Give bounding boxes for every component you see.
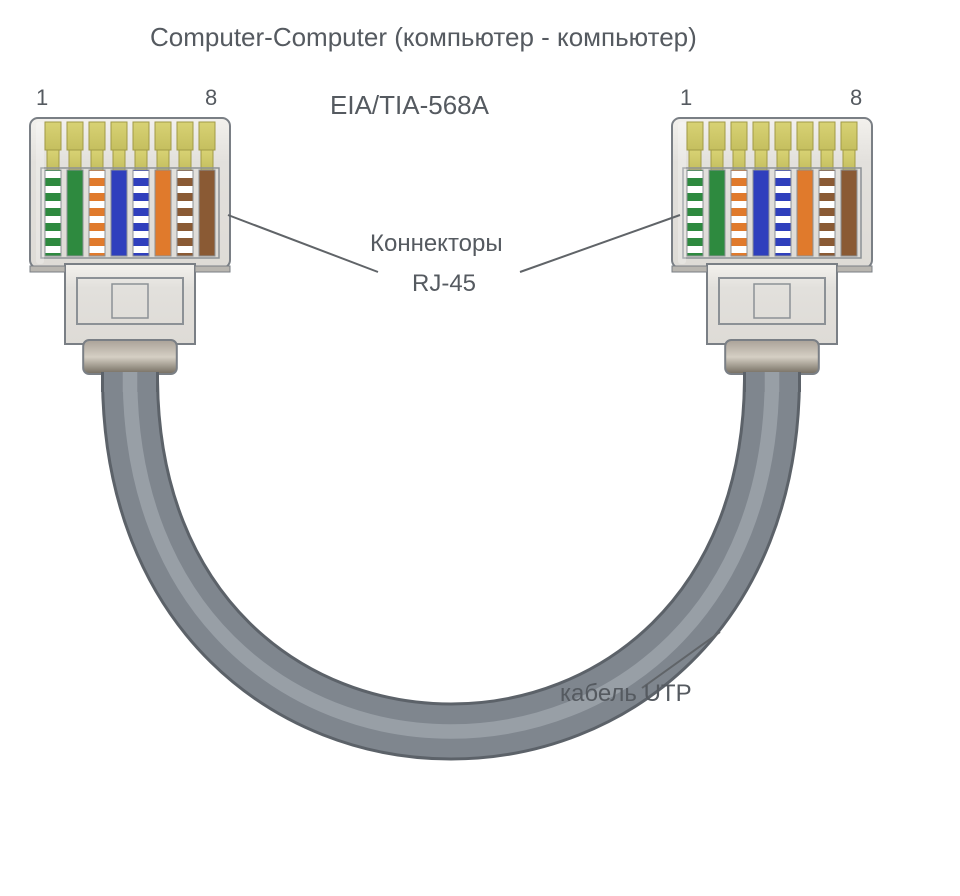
connectors-label-top: Коннекторы xyxy=(370,230,503,258)
rj45-connector-right xyxy=(672,118,872,392)
pin-label-left-1: 1 xyxy=(36,85,48,111)
rj45-connector-left xyxy=(30,118,230,392)
diagram-title: Computer-Computer (компьютер - компьютер… xyxy=(150,22,697,53)
pin-label-left-8: 8 xyxy=(205,85,217,111)
utp-cable xyxy=(130,376,772,732)
pin-label-right-1: 1 xyxy=(680,85,692,111)
connectors-label-bottom: RJ-45 xyxy=(412,270,476,298)
cable-label: кабель UTP xyxy=(560,680,692,708)
pin-label-right-8: 8 xyxy=(850,85,862,111)
diagram-subtitle: EIA/TIA-568A xyxy=(330,90,489,121)
diagram-svg xyxy=(0,0,960,896)
